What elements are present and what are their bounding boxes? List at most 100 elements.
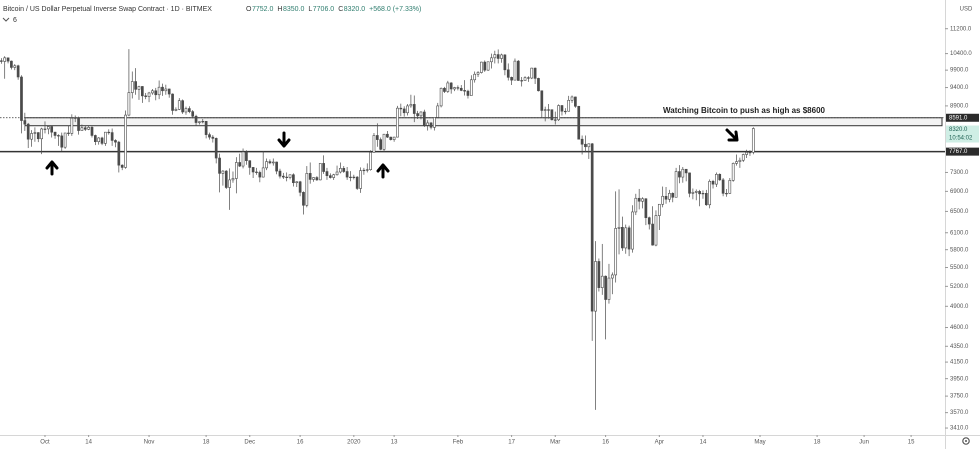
candle-body bbox=[480, 61, 483, 73]
candle-body bbox=[77, 117, 80, 131]
candle-body bbox=[201, 121, 205, 123]
legend-value: 7706.0 bbox=[313, 6, 335, 13]
candle-body bbox=[67, 132, 70, 134]
candle-body bbox=[664, 195, 668, 200]
y-tick-label: 5500.0 bbox=[950, 265, 969, 271]
candle-body bbox=[453, 87, 456, 90]
candle-body bbox=[409, 104, 413, 107]
collapse-icon[interactable] bbox=[2, 17, 10, 22]
level-label-box bbox=[946, 147, 979, 156]
candle-body bbox=[473, 73, 477, 81]
candle-body bbox=[3, 57, 7, 62]
candle-body bbox=[181, 100, 184, 113]
candle-body bbox=[325, 171, 329, 176]
candle-body bbox=[342, 168, 346, 172]
candle-body bbox=[402, 108, 406, 114]
candle-body bbox=[20, 76, 23, 121]
candle-body bbox=[688, 172, 691, 194]
y-tick-label: 3750.0 bbox=[950, 394, 969, 400]
candle-body bbox=[171, 93, 174, 111]
x-tick-label: 15 bbox=[908, 440, 915, 446]
candle-body bbox=[43, 128, 47, 130]
candle-body bbox=[610, 274, 614, 279]
gear[interactable] bbox=[962, 437, 970, 445]
candle-body bbox=[490, 57, 493, 63]
candle-body bbox=[439, 87, 443, 107]
legend-key: C bbox=[338, 6, 343, 13]
candle-body bbox=[496, 54, 500, 59]
candle-body bbox=[647, 217, 651, 225]
candle-body bbox=[389, 136, 393, 140]
candle-body bbox=[617, 226, 621, 229]
x-tick-label: Nov bbox=[144, 440, 155, 446]
legend-value: 8320.0 bbox=[344, 6, 366, 13]
down-right-arrow bbox=[725, 128, 739, 142]
candle-body bbox=[10, 60, 13, 68]
x-tick-label: Dec bbox=[244, 440, 255, 446]
candle-body bbox=[584, 143, 587, 148]
y-tick-label: 11200.0 bbox=[950, 26, 972, 32]
candle-body bbox=[530, 67, 534, 79]
x-tick-label: 2020 bbox=[347, 440, 361, 446]
candle-body bbox=[449, 82, 453, 90]
candle-body bbox=[443, 87, 446, 92]
candle-body bbox=[698, 191, 701, 195]
y-tick-label: 5200.0 bbox=[950, 284, 969, 290]
candle-body bbox=[604, 275, 607, 300]
settings-icon[interactable] bbox=[962, 437, 970, 445]
candle-body bbox=[751, 128, 755, 153]
candle-body bbox=[382, 133, 386, 150]
candle-body bbox=[147, 92, 151, 97]
candle-body bbox=[614, 228, 618, 276]
candle-body bbox=[574, 96, 577, 107]
x-tick-label: 14 bbox=[85, 440, 92, 446]
candle-body bbox=[634, 197, 638, 213]
y-tick-label: 9400.0 bbox=[950, 85, 969, 91]
candle-body bbox=[134, 81, 137, 90]
currency-label: USD bbox=[960, 7, 973, 13]
candle-body bbox=[547, 109, 550, 111]
candle-body bbox=[416, 113, 419, 117]
candle-body bbox=[335, 171, 339, 176]
x-tick-label: Mar bbox=[550, 440, 560, 446]
candle-body bbox=[0, 60, 3, 62]
candle-body bbox=[745, 152, 748, 155]
candle-body bbox=[372, 135, 376, 153]
candle-body bbox=[251, 167, 255, 173]
candle-body bbox=[644, 198, 648, 218]
gear-center[interactable] bbox=[965, 440, 967, 442]
candle-body bbox=[33, 132, 37, 134]
candle-body bbox=[567, 99, 571, 112]
candle-body bbox=[681, 168, 685, 178]
candle-body bbox=[117, 141, 121, 166]
candle-body bbox=[600, 275, 604, 288]
y-tick-label: 10400.0 bbox=[950, 51, 972, 57]
candle-body bbox=[288, 174, 292, 178]
candle-body bbox=[463, 90, 466, 92]
candle-body bbox=[345, 171, 349, 178]
annotation: Watching Bitcoin to push as high as $860… bbox=[663, 106, 826, 115]
candle-body bbox=[590, 143, 594, 312]
candle-body bbox=[204, 121, 208, 135]
candle-body bbox=[100, 137, 104, 144]
candle-body bbox=[241, 151, 245, 167]
candle-body bbox=[637, 197, 641, 202]
candle-body bbox=[668, 193, 671, 200]
candle-body bbox=[184, 108, 188, 113]
legend-value: 7752.0 bbox=[252, 6, 274, 13]
candle-body bbox=[436, 105, 440, 118]
candle-body bbox=[308, 173, 312, 180]
y-tick-label: 4900.0 bbox=[950, 304, 969, 310]
candle-body bbox=[721, 179, 725, 194]
candle-body bbox=[255, 171, 258, 173]
candle-body bbox=[493, 54, 497, 59]
plot-area bbox=[0, 49, 945, 410]
countdown: 10:54:02 bbox=[949, 136, 973, 142]
candle-body bbox=[221, 170, 225, 174]
candle-body bbox=[214, 138, 218, 159]
candle-body bbox=[281, 175, 285, 178]
candle-body bbox=[466, 90, 470, 96]
candle-body bbox=[718, 173, 722, 181]
candle-body bbox=[144, 95, 148, 97]
candle-body bbox=[40, 128, 43, 140]
